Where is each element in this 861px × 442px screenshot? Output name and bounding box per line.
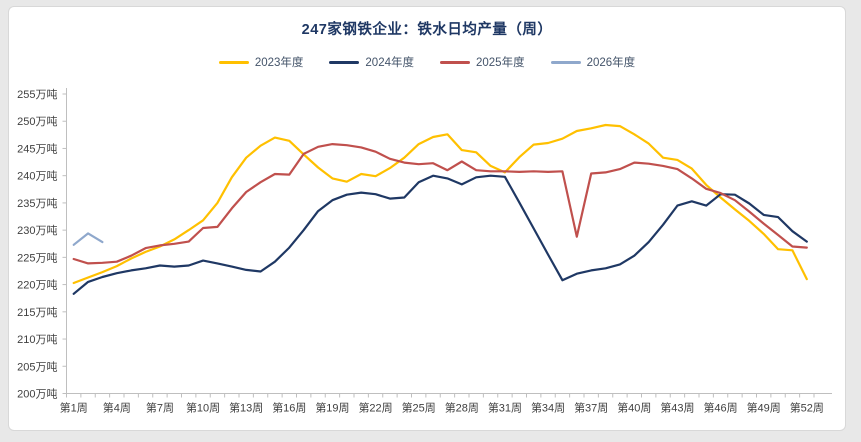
y-axis-label: 225万吨 xyxy=(17,251,57,264)
legend-line-swatch-2026 xyxy=(550,60,581,64)
legend-label: 2023年度 xyxy=(254,57,304,69)
legend-line-swatch-2024 xyxy=(329,60,360,64)
x-axis-label: 第1周 xyxy=(60,401,88,415)
y-axis-label: 205万吨 xyxy=(17,360,57,373)
y-axis-label: 250万吨 xyxy=(17,115,57,128)
x-axis-label: 第46周 xyxy=(703,401,737,415)
x-axis-label: 第16周 xyxy=(272,401,306,415)
x-axis-label: 第37周 xyxy=(574,401,608,415)
x-axis-label: 第19周 xyxy=(315,401,349,415)
x-axis-label: 第31周 xyxy=(488,401,522,415)
y-axis-label: 230万吨 xyxy=(17,224,57,237)
series-line-2023年度 xyxy=(72,123,808,285)
chart-title: 247家钢铁企业：铁水日均产量（周） xyxy=(301,22,553,38)
x-axis-label: 第52周 xyxy=(790,401,824,415)
x-axis-label: 第43周 xyxy=(660,401,694,415)
chart-card: 255万吨 250万吨 245万吨 240万吨 235万吨 230万吨 225万吨 220万吨… xyxy=(8,6,846,431)
legend-item-2024[interactable]: 2024年度 xyxy=(329,54,414,70)
line-chart: 255万吨 250万吨 245万吨 240万吨 235万吨 230万吨 225万吨 220万吨… xyxy=(17,88,832,415)
legend-item-2026[interactable]: 2026年度 xyxy=(550,54,636,70)
y-axis-label: 245万吨 xyxy=(17,142,57,155)
legend-label: 2026年度 xyxy=(586,57,636,69)
x-axis-label: 第7周 xyxy=(146,401,174,415)
series-line-2024年度 xyxy=(72,174,808,295)
series-line-2025年度 xyxy=(72,143,808,265)
legend-item-2025[interactable]: 2025年度 xyxy=(440,54,525,70)
legend-item-2023[interactable]: 2023年度 xyxy=(218,54,304,70)
legend-label: 2024年度 xyxy=(365,57,414,69)
legend-line-swatch-2025 xyxy=(440,60,470,64)
y-axis-label: 235万吨 xyxy=(17,197,57,210)
x-axis-label: 第40周 xyxy=(617,401,651,415)
y-axis-label: 210万吨 xyxy=(17,333,57,346)
x-axis-label: 第13周 xyxy=(229,401,263,415)
legend-line-swatch-2023 xyxy=(218,60,249,64)
y-axis-label: 255万吨 xyxy=(17,88,57,101)
series-line-2026年度 xyxy=(72,232,104,246)
x-axis-label: 第25周 xyxy=(402,401,436,415)
x-axis-label: 第10周 xyxy=(186,401,220,415)
y-axis-label: 240万吨 xyxy=(17,170,57,183)
x-axis-label: 第4周 xyxy=(103,401,131,415)
x-axis-label: 第34周 xyxy=(531,401,565,415)
chart-legend: 2023年度 2024年度 2025年度 2026年度 xyxy=(9,54,845,70)
x-axis-label: 第22周 xyxy=(358,401,392,415)
x-axis-label: 第28周 xyxy=(445,401,479,415)
legend-label: 2025年度 xyxy=(476,57,525,69)
y-axis-label: 215万吨 xyxy=(17,306,57,319)
y-axis-label: 220万吨 xyxy=(17,279,57,292)
y-axis-label: 200万吨 xyxy=(17,388,57,401)
x-axis-label: 第49周 xyxy=(747,401,781,415)
